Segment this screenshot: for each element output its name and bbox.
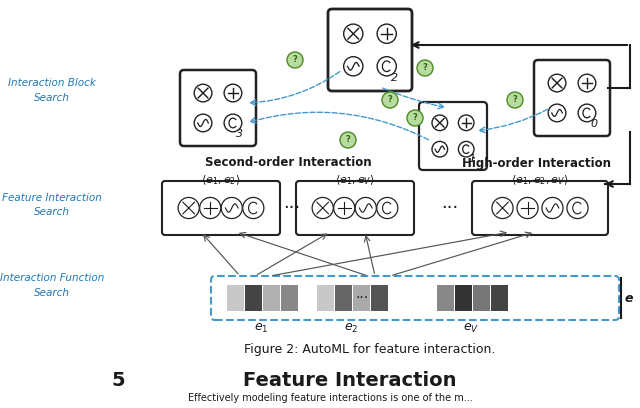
Text: $\langle e_1, e_2\rangle$: $\langle e_1, e_2\rangle$ [201, 173, 241, 187]
Bar [281, 285, 298, 311]
Text: e: e [625, 291, 633, 304]
Circle shape [377, 197, 398, 219]
Text: ?: ? [388, 95, 392, 104]
Circle shape [178, 197, 199, 219]
FancyBboxPatch shape [472, 181, 608, 235]
Circle shape [432, 142, 447, 157]
Text: High-order Interaction: High-order Interaction [463, 157, 611, 169]
FancyBboxPatch shape [162, 181, 280, 235]
FancyBboxPatch shape [419, 102, 487, 170]
Text: ···: ··· [355, 291, 369, 305]
Bar [455, 285, 472, 311]
Circle shape [548, 104, 566, 122]
Circle shape [377, 57, 396, 76]
Text: Interaction Function: Interaction Function [0, 273, 104, 283]
Bar [335, 285, 352, 311]
Circle shape [492, 197, 513, 219]
Text: $e_1$: $e_1$ [254, 322, 268, 335]
Text: ?: ? [422, 64, 428, 73]
Bar [473, 285, 490, 311]
Circle shape [243, 197, 264, 219]
Circle shape [344, 57, 363, 76]
Text: Interaction Block: Interaction Block [8, 78, 96, 88]
Text: 2: 2 [391, 73, 398, 83]
Circle shape [417, 60, 433, 76]
Bar [317, 285, 334, 311]
FancyBboxPatch shape [211, 276, 619, 320]
Text: ···: ··· [284, 199, 301, 217]
Bar [353, 285, 370, 311]
Text: Effectively modeling feature interactions is one of the m...: Effectively modeling feature interaction… [188, 393, 472, 403]
Text: 5: 5 [111, 370, 125, 390]
FancyBboxPatch shape [328, 9, 412, 91]
Text: 1: 1 [468, 154, 476, 164]
Circle shape [224, 114, 242, 132]
Circle shape [221, 197, 243, 219]
Circle shape [458, 115, 474, 131]
Text: $e_V$: $e_V$ [463, 322, 479, 335]
Text: ?: ? [413, 113, 417, 122]
Text: 3: 3 [236, 129, 243, 139]
Circle shape [578, 104, 596, 122]
Bar [437, 285, 454, 311]
Circle shape [507, 92, 523, 108]
Circle shape [567, 197, 588, 219]
Circle shape [194, 84, 212, 102]
Circle shape [542, 197, 563, 219]
Circle shape [548, 74, 566, 92]
Text: $\langle e_1, e_V\rangle$: $\langle e_1, e_V\rangle$ [335, 173, 375, 187]
Circle shape [194, 114, 212, 132]
Circle shape [340, 132, 356, 148]
FancyBboxPatch shape [296, 181, 414, 235]
Circle shape [355, 197, 376, 219]
Text: Search: Search [34, 207, 70, 217]
Text: ?: ? [513, 95, 517, 104]
Circle shape [407, 110, 423, 126]
Text: Figure 2: AutoML for feature interaction.: Figure 2: AutoML for feature interaction… [244, 344, 496, 357]
Text: ?: ? [346, 135, 350, 144]
Text: ?: ? [292, 55, 298, 64]
Bar [227, 285, 244, 311]
Circle shape [458, 142, 474, 157]
Text: Search: Search [34, 93, 70, 103]
Text: Search: Search [34, 288, 70, 298]
Bar [245, 285, 262, 311]
Bar [371, 285, 388, 311]
Text: Second-order Interaction: Second-order Interaction [205, 157, 371, 169]
Text: Feature Interaction: Feature Interaction [2, 193, 102, 203]
Bar [263, 285, 280, 311]
Circle shape [382, 92, 398, 108]
Circle shape [517, 197, 538, 219]
Circle shape [432, 115, 447, 131]
Text: Feature Interaction: Feature Interaction [243, 370, 457, 390]
Text: 0: 0 [590, 119, 597, 129]
Circle shape [578, 74, 596, 92]
Text: ···: ··· [442, 199, 459, 217]
FancyBboxPatch shape [180, 70, 256, 146]
Circle shape [312, 197, 333, 219]
Circle shape [377, 24, 396, 43]
FancyBboxPatch shape [534, 60, 610, 136]
Bar [491, 285, 508, 311]
Circle shape [224, 84, 242, 102]
Circle shape [200, 197, 221, 219]
Circle shape [344, 24, 363, 43]
Text: $e_2$: $e_2$ [344, 322, 358, 335]
Text: $\langle e_1, e_2, e_V\rangle$: $\langle e_1, e_2, e_V\rangle$ [511, 173, 569, 187]
Circle shape [333, 197, 355, 219]
Circle shape [287, 52, 303, 68]
